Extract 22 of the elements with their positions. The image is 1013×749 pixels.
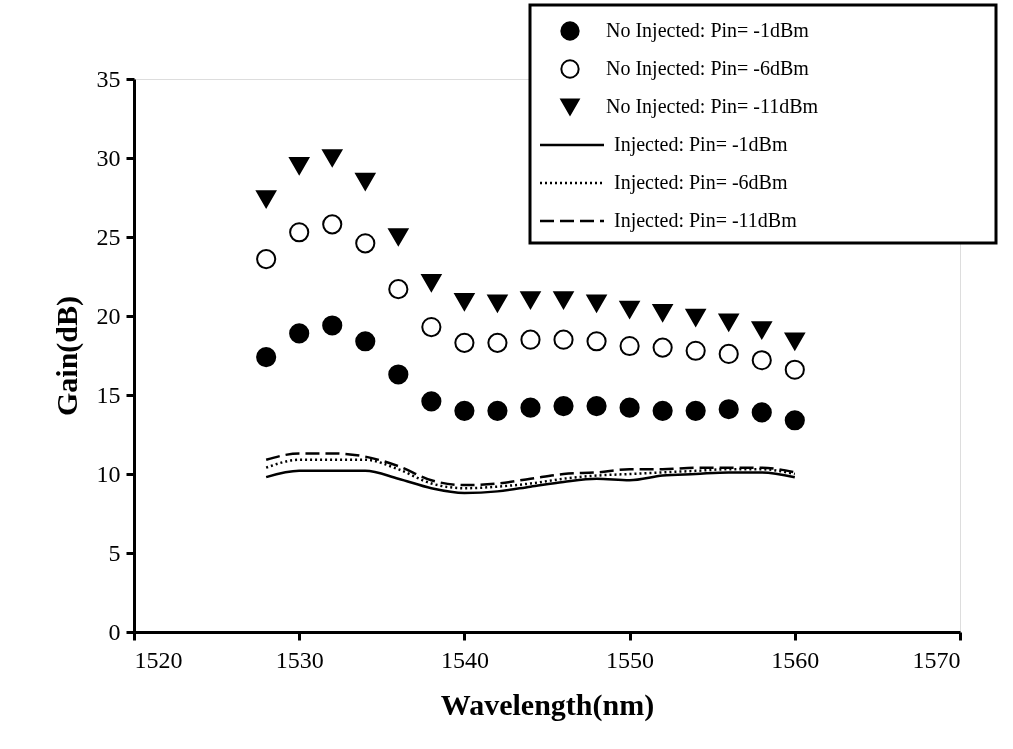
legend-label: Injected: Pin= -1dBm (614, 133, 788, 156)
y-tick-label: 30 (96, 144, 121, 171)
x-tick-label: 1560 (771, 646, 820, 673)
y-tick-label: 20 (96, 302, 121, 329)
y-tick-label: 35 (96, 65, 121, 92)
y-tick-label: 5 (108, 539, 121, 566)
y-tick-label: 0 (108, 618, 121, 645)
legend-label: No Injected: Pin= -11dBm (606, 95, 819, 118)
x-tick-label: 1530 (275, 646, 324, 673)
y-axis-title: Gain(dB) (49, 295, 84, 417)
x-axis-title: Wavelength(nm) (440, 687, 655, 722)
legend-label: Injected: Pin= -6dBm (614, 171, 788, 194)
legend-label: No Injected: Pin= -1dBm (606, 19, 810, 42)
legend-label: No Injected: Pin= -6dBm (606, 57, 810, 80)
y-tick-label: 15 (96, 381, 121, 408)
y-tick-label: 10 (96, 460, 121, 487)
legend-label: Injected: Pin= -11dBm (614, 209, 798, 232)
x-tick-label: 1520 (134, 646, 183, 673)
y-tick-label: 25 (96, 223, 121, 250)
x-tick-label: 1570 (912, 646, 961, 673)
x-tick-label: 1550 (606, 646, 655, 673)
x-tick-label: 1540 (440, 646, 489, 673)
